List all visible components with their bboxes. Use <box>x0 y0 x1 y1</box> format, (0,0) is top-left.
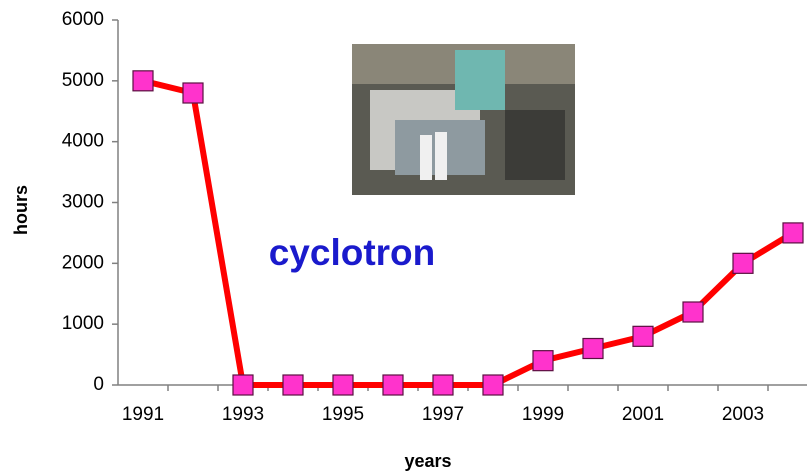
marker <box>483 375 503 395</box>
marker <box>183 83 203 103</box>
marker <box>233 375 253 395</box>
y-tick-label: 4000 <box>62 131 104 152</box>
y-tick-label: 1000 <box>62 313 104 334</box>
marker <box>283 375 303 395</box>
y-tick-label: 2000 <box>62 252 104 273</box>
marker <box>533 351 553 371</box>
x-tick-label: 1999 <box>522 404 564 425</box>
marker <box>133 71 153 91</box>
marker <box>633 326 653 346</box>
chart: cyclotron years hours 0 1000 2000 3000 4000 5… <box>0 0 807 474</box>
marker <box>783 223 803 243</box>
marker <box>583 339 603 359</box>
marker <box>733 253 753 273</box>
x-tick-label: 1993 <box>222 404 264 425</box>
marker <box>383 375 403 395</box>
y-tick-label: 3000 <box>62 192 104 213</box>
x-axis-label: years <box>404 451 451 471</box>
x-tick-label: 1997 <box>422 404 464 425</box>
photo <box>352 44 575 195</box>
x-tick-label: 1991 <box>122 404 164 425</box>
x-tick-label: 2003 <box>722 404 764 425</box>
y-tick-label: 5000 <box>62 70 104 91</box>
marker <box>333 375 353 395</box>
y-tick-label: 0 <box>93 374 104 395</box>
x-tick-label: 2001 <box>622 404 664 425</box>
x-tick-label: 1995 <box>322 404 364 425</box>
marker <box>433 375 453 395</box>
annotation: cyclotron <box>269 232 436 273</box>
y-axis-label: hours <box>11 185 31 235</box>
y-tick-label: 6000 <box>62 9 104 30</box>
marker <box>683 302 703 322</box>
